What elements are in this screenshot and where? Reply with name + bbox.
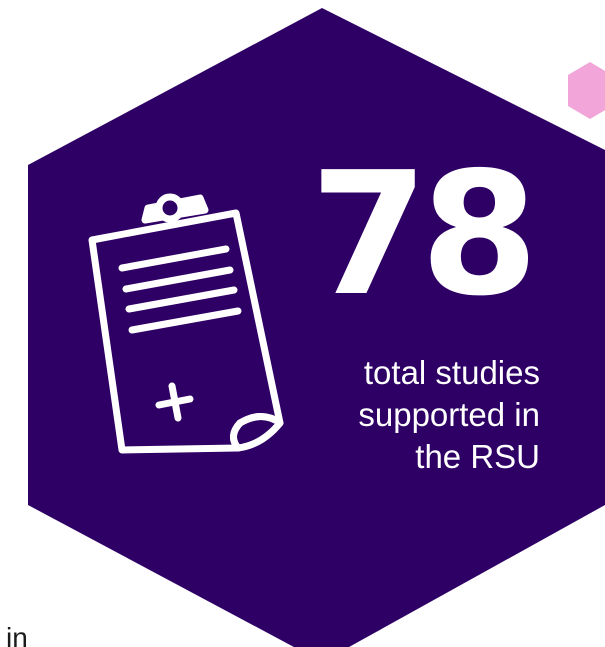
stat-caption: total studies supported in the RSU [300, 352, 540, 478]
stat-caption-line: total studies [363, 354, 540, 391]
cropped-text-fragment: in [6, 622, 28, 647]
accent-hexagon-shape [568, 62, 605, 119]
clipboard-medical-icon [88, 193, 284, 454]
stat-caption-line: supported in [358, 396, 540, 433]
stat-number: 78 [310, 136, 539, 334]
stat-caption-line: the RSU [415, 438, 540, 475]
main-hexagon-shape [28, 8, 605, 647]
